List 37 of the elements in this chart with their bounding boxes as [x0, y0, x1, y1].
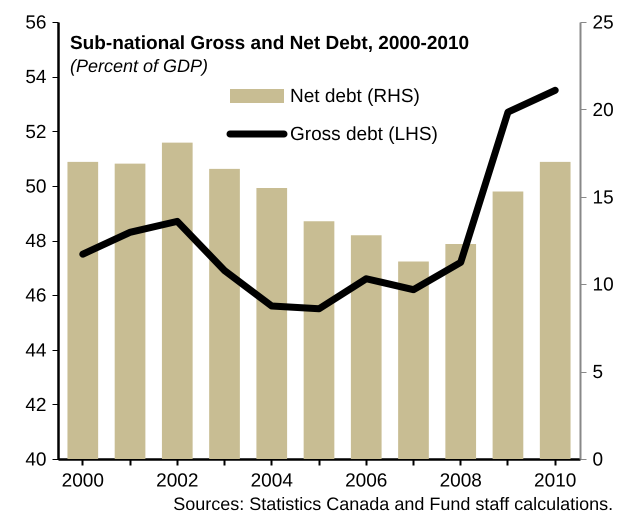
bar	[304, 221, 334, 459]
y-tick-label: 42	[25, 394, 46, 416]
y-tick-label: 46	[25, 286, 46, 307]
legend-label: Net debt (RHS)	[290, 86, 420, 107]
bar	[114, 164, 146, 459]
x-tick-label: 2010	[534, 470, 576, 492]
text: Sub-national Gross and Net Debt, 2000-2010	[70, 33, 470, 54]
source-note: Sources: Statistics Canada and Fund staff calculations.	[173, 494, 614, 514]
x-tick-label: 2006	[345, 470, 388, 492]
bar	[209, 168, 240, 459]
y2-tick-label: 10	[592, 274, 614, 296]
x-tick-label: 2000	[62, 470, 104, 492]
y-tick-label: 50	[25, 176, 46, 198]
text: (Percent of GDP)	[70, 56, 208, 76]
y2-tick-label: 0	[592, 450, 604, 470]
x-tick-label: 2008	[440, 470, 482, 492]
bar	[398, 261, 429, 459]
y-tick-label: 56	[25, 12, 46, 34]
y-tick-label: 52	[25, 122, 46, 143]
legend-label: Gross debt (LHS)	[290, 124, 438, 145]
y-tick-label: 54	[25, 67, 47, 88]
y2-tick-label: 20	[592, 100, 614, 121]
bar	[256, 188, 288, 459]
x-tick-label: 2004	[250, 470, 294, 492]
y2-tick-label: 5	[592, 362, 604, 384]
bar	[492, 192, 524, 459]
y2-tick-label: 15	[592, 187, 614, 208]
y2-tick-label: 25	[592, 12, 614, 34]
x-tick-label: 2002	[156, 470, 198, 492]
bar	[540, 162, 571, 459]
bar	[350, 235, 382, 459]
bar	[162, 142, 193, 459]
bar	[445, 244, 476, 459]
y-tick-label: 44	[25, 340, 47, 362]
y-tick-label: 40	[25, 450, 46, 470]
bar	[67, 162, 98, 459]
y-tick-label: 48	[25, 231, 46, 252]
